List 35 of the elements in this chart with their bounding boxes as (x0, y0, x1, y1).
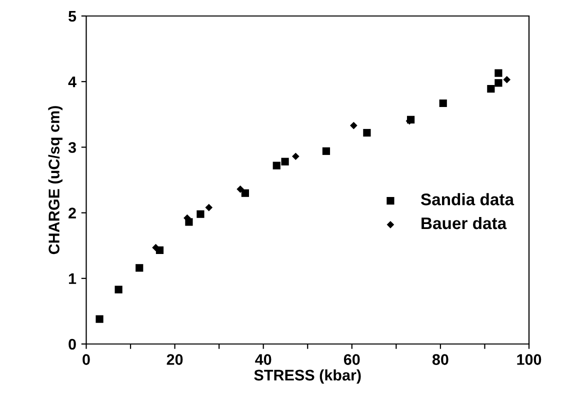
point (439, 99, 447, 108)
y-tick-label: 4 (68, 76, 76, 88)
point (196, 210, 204, 218)
x-tick-label: 40 (255, 354, 272, 365)
x-tick-label: 100 (517, 354, 542, 365)
x-tick-label: 60 (344, 354, 360, 365)
point (236, 186, 244, 193)
y-tick-label: 3 (68, 142, 76, 153)
point (152, 244, 160, 252)
point (114, 286, 122, 294)
y-tick-label: 5 (68, 11, 76, 22)
point (363, 128, 371, 137)
point (487, 85, 495, 93)
point (292, 152, 300, 160)
x-axis-title: STRESS (kbar) (254, 369, 361, 384)
y-tick-label: 0 (68, 338, 76, 350)
x-tick-label: 0 (82, 354, 90, 365)
point (272, 162, 280, 170)
point (322, 147, 330, 155)
point (96, 315, 104, 323)
point (241, 189, 249, 197)
x-tick-label: 80 (432, 354, 448, 365)
point (503, 76, 511, 84)
y-axis-title: CHARGE (uC/sq cm) (48, 106, 62, 254)
y-tick-label: 1 (68, 273, 76, 284)
legend-label: Sandia data (420, 193, 514, 206)
point (350, 122, 358, 130)
point (136, 264, 144, 272)
point (281, 158, 289, 166)
point (494, 79, 502, 87)
point (205, 204, 213, 212)
point (494, 69, 502, 77)
legend-label: Bauer data (422, 216, 507, 230)
y-tick-label: 2 (68, 208, 76, 218)
x-tick-label: 20 (166, 354, 183, 365)
